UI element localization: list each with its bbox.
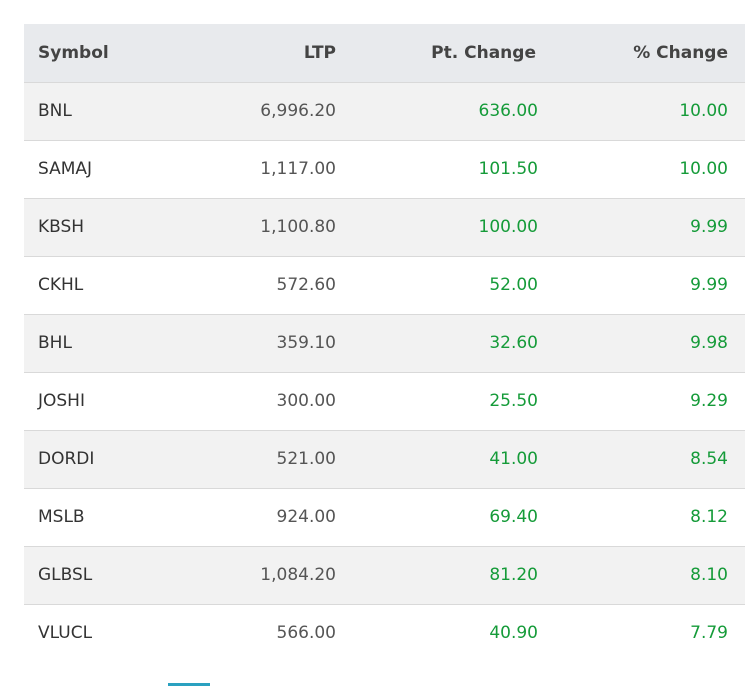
pagination-tab-indicator[interactable]: [168, 683, 210, 686]
table-row[interactable]: BNL 6,996.20 636.00 10.00: [24, 82, 745, 140]
column-header-symbol[interactable]: Symbol: [38, 42, 109, 63]
symbol-cell[interactable]: BHL: [38, 333, 72, 353]
ltp-cell: 1,117.00: [260, 159, 336, 179]
ltp-cell: 6,996.20: [260, 101, 336, 121]
pt-change-cell: 41.00: [489, 449, 538, 469]
table-row[interactable]: JOSHI 300.00 25.50 9.29: [24, 372, 745, 430]
symbol-cell[interactable]: DORDI: [38, 449, 95, 469]
ltp-cell: 359.10: [276, 333, 336, 353]
pct-change-cell: 9.98: [690, 333, 728, 353]
symbol-cell[interactable]: KBSH: [38, 217, 85, 237]
pct-change-cell: 9.99: [690, 217, 728, 237]
pct-change-cell: 8.10: [690, 565, 728, 585]
pct-change-cell: 8.12: [690, 507, 728, 527]
pct-change-cell: 7.79: [690, 623, 728, 644]
column-header-pt-change[interactable]: Pt. Change: [431, 42, 536, 63]
ltp-cell: 1,084.20: [260, 565, 336, 585]
pt-change-cell: 101.50: [478, 159, 538, 179]
pt-change-cell: 100.00: [478, 217, 538, 237]
table-header: Symbol LTP Pt. Change % Change: [24, 24, 745, 82]
table-row[interactable]: BHL 359.10 32.60 9.98: [24, 314, 745, 372]
top-gainers-table-container: Symbol LTP Pt. Change % Change BNL 6,996.…: [24, 24, 745, 662]
ltp-cell: 566.00: [276, 623, 336, 644]
ltp-cell: 521.00: [276, 449, 336, 469]
ltp-cell: 924.00: [276, 507, 336, 527]
ltp-cell: 300.00: [276, 391, 336, 411]
symbol-cell[interactable]: JOSHI: [38, 391, 85, 411]
table-row[interactable]: SAMAJ 1,117.00 101.50 10.00: [24, 140, 745, 198]
pct-change-cell: 8.54: [690, 449, 728, 469]
table-row[interactable]: VLUCL 566.00 40.90 7.79: [24, 604, 745, 662]
pct-change-cell: 10.00: [679, 101, 728, 121]
pt-change-cell: 40.90: [489, 623, 538, 644]
column-header-ltp[interactable]: LTP: [303, 42, 336, 63]
pct-change-cell: 9.99: [690, 275, 728, 295]
table-body: BNL 6,996.20 636.00 10.00 SAMAJ 1,117.00 101.5…: [24, 82, 745, 662]
symbol-cell[interactable]: CKHL: [38, 275, 84, 295]
symbol-cell[interactable]: GLBSL: [38, 565, 93, 585]
table-row[interactable]: CKHL 572.60 52.00 9.99: [24, 256, 745, 314]
ltp-cell: 1,100.80: [260, 217, 336, 237]
ltp-cell: 572.60: [276, 275, 336, 295]
pt-change-cell: 25.50: [489, 391, 538, 411]
pt-change-cell: 52.00: [489, 275, 538, 295]
symbol-cell[interactable]: VLUCL: [38, 623, 93, 644]
pt-change-cell: 32.60: [489, 333, 538, 353]
pt-change-cell: 69.40: [489, 507, 538, 527]
header-row: Symbol LTP Pt. Change % Change: [24, 24, 745, 82]
column-header-pct-change[interactable]: % Change: [633, 42, 728, 63]
table-row[interactable]: MSLB 924.00 69.40 8.12: [24, 488, 745, 546]
symbol-cell[interactable]: SAMAJ: [38, 159, 93, 179]
pct-change-cell: 10.00: [679, 159, 728, 179]
symbol-cell[interactable]: BNL: [38, 101, 72, 121]
table-row[interactable]: GLBSL 1,084.20 81.20 8.10: [24, 546, 745, 604]
table-row[interactable]: DORDI 521.00 41.00 8.54: [24, 430, 745, 488]
pt-change-cell: 636.00: [478, 101, 538, 121]
pt-change-cell: 81.20: [489, 565, 538, 585]
pct-change-cell: 9.29: [690, 391, 728, 411]
top-gainers-table: Symbol LTP Pt. Change % Change BNL 6,996.…: [24, 24, 745, 662]
symbol-cell[interactable]: MSLB: [38, 507, 85, 527]
table-row[interactable]: KBSH 1,100.80 100.00 9.99: [24, 198, 745, 256]
